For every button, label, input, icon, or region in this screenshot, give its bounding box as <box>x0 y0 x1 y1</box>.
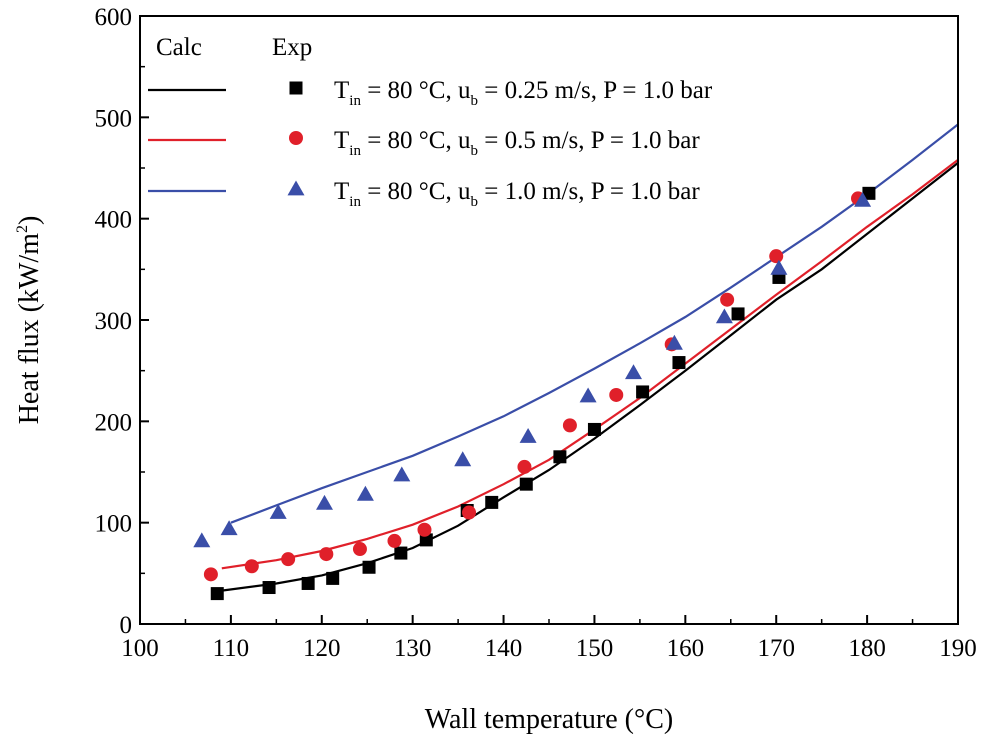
exp-point-series-3 <box>579 387 597 403</box>
x-tick-label: 160 <box>667 635 705 662</box>
legend-label-series-3: Tin = 80 °C, ub = 1.0 m/s, P = 1.0 bar <box>334 178 700 210</box>
y-tick-label: 400 <box>95 207 133 234</box>
x-tick-label: 100 <box>121 635 159 662</box>
legend-label-series-1: Tin = 80 °C, ub = 0.25 m/s, P = 1.0 bar <box>334 77 713 109</box>
exp-point-series-2 <box>387 533 402 548</box>
exp-point-series-1 <box>326 571 340 585</box>
legend: Calc Exp Tin = 80 °C, ub = 0.25 m/s, P = 1… <box>148 34 713 210</box>
exp-point-series-2 <box>720 292 735 307</box>
x-tick-label: 140 <box>485 635 523 662</box>
exp-point-series-3 <box>665 334 683 350</box>
exp-point-series-1 <box>553 450 567 464</box>
exp-point-series-3 <box>854 191 872 207</box>
exp-point-series-1 <box>862 186 876 200</box>
legend-marker-series-2 <box>289 131 303 145</box>
exp-point-series-1 <box>419 533 433 547</box>
exp-point-series-1 <box>394 546 408 560</box>
x-axis-title: Wall temperature (°C) <box>425 704 673 735</box>
x-tick-label: 170 <box>757 635 795 662</box>
legend-marker-series-1 <box>289 81 303 95</box>
y-axis-title-tail: ) <box>14 216 45 225</box>
calc-line-series-3 <box>230 123 959 524</box>
calc-line-series-1 <box>221 162 959 592</box>
exp-point-series-1 <box>262 581 276 595</box>
x-tick-label: 120 <box>303 635 341 662</box>
exp-point-series-2 <box>281 552 296 567</box>
exp-point-series-1 <box>362 560 376 574</box>
exp-point-series-3 <box>356 485 374 501</box>
plot-frame <box>139 15 959 625</box>
exp-point-series-3 <box>220 520 238 536</box>
exp-point-series-2 <box>562 418 577 433</box>
exp-point-series-2 <box>244 559 259 574</box>
y-tick-label: 200 <box>95 409 133 436</box>
y-tick-label: 500 <box>95 105 133 132</box>
y-axis-title: Heat flux (kW/m2) <box>14 216 45 425</box>
x-tick-label: 180 <box>848 635 886 662</box>
x-tick-label: 110 <box>213 635 250 662</box>
axes-layer: 100 110 120 130 140 150 160 170 180 1900100200300… <box>14 4 977 735</box>
x-tick-label: 130 <box>394 635 432 662</box>
y-axis-title-main: Heat flux (kW/m <box>14 233 45 424</box>
exp-point-series-1 <box>301 576 315 590</box>
exp-point-series-3 <box>519 428 537 443</box>
exp-point-series-3 <box>454 451 472 467</box>
exp-point-series-1 <box>210 587 224 601</box>
exp-point-series-3 <box>770 259 788 275</box>
exp-point-series-2 <box>462 505 477 520</box>
y-tick-label: 0 <box>120 612 133 639</box>
exp-point-series-2 <box>417 522 432 537</box>
exp-point-series-3 <box>625 364 642 380</box>
exp-point-series-2 <box>319 547 334 562</box>
exp-point-series-1 <box>731 307 745 321</box>
exp-point-series-2 <box>203 567 218 582</box>
exp-point-series-3 <box>393 466 411 482</box>
exp-point-series-3 <box>193 532 211 548</box>
exp-point-series-1 <box>672 356 686 370</box>
exp-markers-layer <box>193 186 876 601</box>
exp-point-series-2 <box>517 459 532 474</box>
exp-point-series-1 <box>587 422 601 436</box>
y-tick-label: 100 <box>95 511 133 538</box>
y-tick-label: 600 <box>95 4 133 31</box>
exp-point-series-2 <box>609 387 624 402</box>
exp-point-series-2 <box>769 249 784 264</box>
y-tick-label: 300 <box>95 308 133 335</box>
legend-marker-series-3 <box>287 180 305 196</box>
exp-point-series-1 <box>485 495 499 509</box>
calc-line-series-2 <box>221 159 959 570</box>
exp-point-series-3 <box>316 494 333 510</box>
exp-point-series-3 <box>269 504 287 519</box>
legend-label-series-2: Tin = 80 °C, ub = 0.5 m/s, P = 1.0 bar <box>334 127 700 159</box>
exp-point-series-1 <box>519 477 533 491</box>
exp-point-series-1 <box>636 385 650 399</box>
legend-header-exp: Exp <box>272 34 312 61</box>
y-axis-title-sup: 2 <box>14 225 31 233</box>
legend-header-calc: Calc <box>156 34 202 61</box>
x-tick-label: 190 <box>939 635 977 662</box>
exp-point-series-2 <box>352 542 367 557</box>
x-tick-label: 150 <box>576 635 614 662</box>
exp-point-series-3 <box>715 308 733 324</box>
